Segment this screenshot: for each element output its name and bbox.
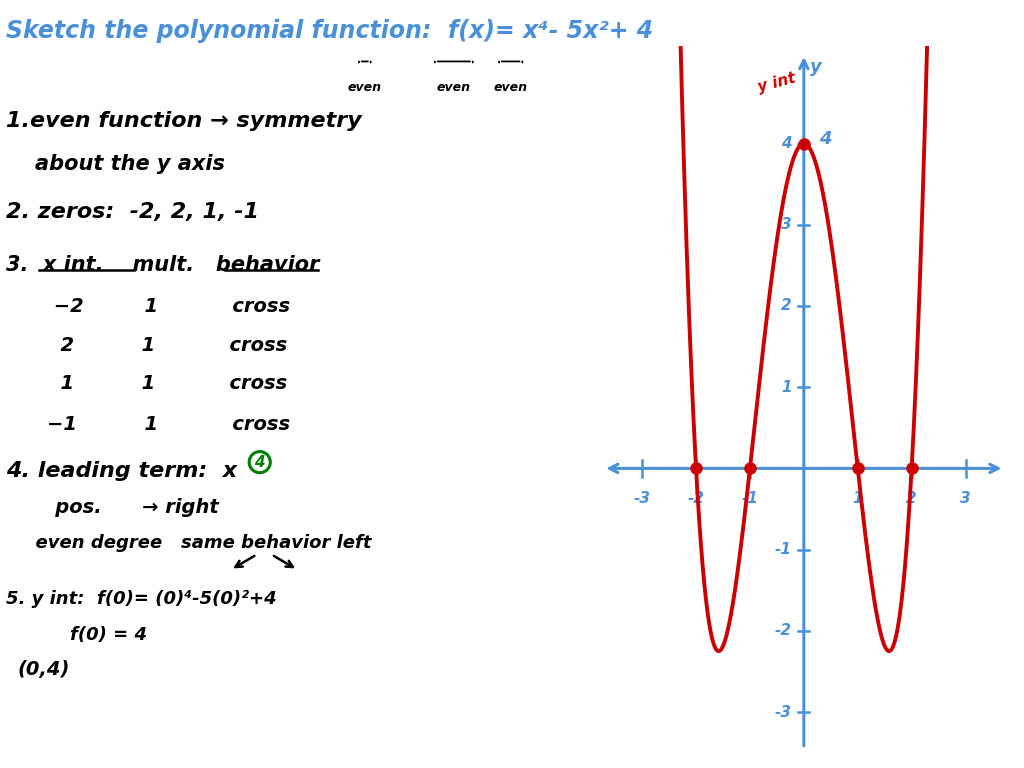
Text: y int: y int [757,71,798,94]
Text: even: even [494,81,527,94]
Text: y: y [810,58,822,76]
Text: -3: -3 [634,491,650,506]
Text: 4: 4 [254,455,265,470]
Text: even degree   same behavior left: even degree same behavior left [24,534,372,551]
Text: 1: 1 [852,491,863,506]
Text: 4: 4 [781,136,792,151]
Text: about the y axis: about the y axis [35,154,225,174]
Text: 5. y int:  f(0)= (0)⁴-5(0)²+4: 5. y int: f(0)= (0)⁴-5(0)²+4 [6,590,276,607]
Text: -2: -2 [687,491,705,506]
Text: f(0) = 4: f(0) = 4 [70,626,147,644]
Text: −1          1           cross: −1 1 cross [47,415,290,434]
Text: -3: -3 [775,704,792,720]
Text: 2          1           cross: 2 1 cross [47,336,287,355]
Text: 4. leading term:  x: 4. leading term: x [6,461,237,481]
Text: even: even [348,81,382,94]
Text: -1: -1 [775,542,792,557]
Text: 2. zeros:  -2, 2, 1, -1: 2. zeros: -2, 2, 1, -1 [6,202,259,222]
Text: 2: 2 [906,491,916,506]
Text: -2: -2 [775,624,792,638]
Text: 1          1           cross: 1 1 cross [47,374,287,393]
Text: 1.even function → symmetry: 1.even function → symmetry [6,111,361,131]
Text: 2: 2 [781,299,792,313]
Text: -1: -1 [741,491,759,506]
Text: (0,4): (0,4) [17,660,70,680]
Text: 3.  x int.    mult.   behavior: 3. x int. mult. behavior [6,255,319,275]
Text: even: even [437,81,471,94]
Text: 4: 4 [819,131,831,148]
Text: −2         1           cross: −2 1 cross [47,297,290,316]
Text: 3: 3 [781,217,792,232]
Text: 1: 1 [781,379,792,395]
Text: Sketch the polynomial function:  f(x)= x⁴- 5x²+ 4: Sketch the polynomial function: f(x)= x⁴… [6,19,653,43]
Text: 3: 3 [961,491,971,506]
Text: pos.      → right: pos. → right [35,498,219,517]
